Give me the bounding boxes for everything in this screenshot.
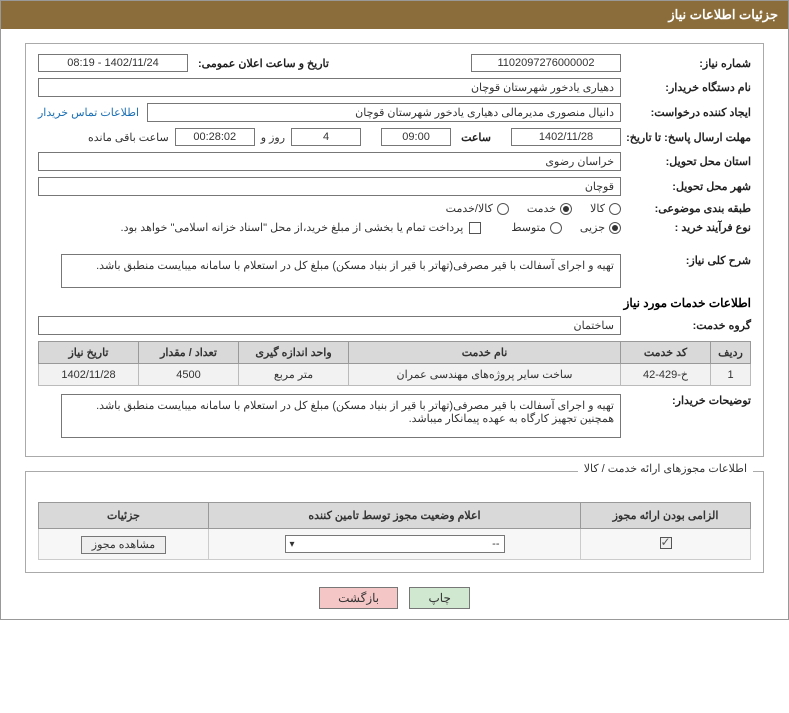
- radio-icon: [609, 222, 621, 234]
- process-label: نوع فرآیند خرید :: [621, 221, 751, 234]
- cell-status: -- ▾: [209, 529, 581, 560]
- th-status: اعلام وضعیت مجوز توسط تامین کننده: [209, 503, 581, 529]
- cell-qty: 4500: [139, 364, 239, 386]
- days-and-label: روز و: [261, 131, 285, 144]
- services-table: ردیف کد خدمت نام خدمت واحد اندازه گیری ت…: [38, 341, 751, 386]
- print-button[interactable]: چاپ: [409, 587, 469, 609]
- radio-service[interactable]: خدمت: [527, 202, 572, 215]
- deadline-date-field: 1402/11/28: [511, 128, 621, 146]
- buyer-org-label: نام دستگاه خریدار:: [621, 81, 751, 94]
- cell-row: 1: [711, 364, 751, 386]
- view-license-button[interactable]: مشاهده مجوز: [81, 536, 166, 554]
- page-header: جزئیات اطلاعات نیاز: [1, 1, 788, 29]
- days-remaining-field: 4: [291, 128, 361, 146]
- main-info-section: شماره نیاز: 1102097276000002 تاریخ و ساع…: [25, 43, 764, 457]
- th-row: ردیف: [711, 342, 751, 364]
- radio-goods-service[interactable]: کالا/خدمت: [446, 202, 509, 215]
- remaining-suffix-label: ساعت باقی مانده: [88, 131, 169, 144]
- time-label: ساعت: [457, 131, 491, 144]
- radio-medium[interactable]: متوسط: [511, 221, 562, 234]
- radio-icon: [497, 203, 509, 215]
- chevron-down-icon: ▾: [290, 539, 295, 550]
- th-name: نام خدمت: [349, 342, 621, 364]
- radio-icon: [560, 203, 572, 215]
- th-unit: واحد اندازه گیری: [239, 342, 349, 364]
- radio-goods-label: کالا: [590, 202, 605, 215]
- cell-name: ساخت سایر پروژه‌های مهندسی عمران: [349, 364, 621, 386]
- radio-service-label: خدمت: [527, 202, 556, 215]
- license-section-label: اطلاعات مجوزهای ارائه خدمت / کالا: [578, 462, 753, 475]
- deadline-time-field: 09:00: [381, 128, 451, 146]
- radio-partial-label: جزیی: [580, 221, 605, 234]
- process-radio-group: جزیی متوسط: [511, 221, 621, 234]
- status-select[interactable]: -- ▾: [285, 535, 505, 553]
- services-subtitle: اطلاعات خدمات مورد نیاز: [38, 296, 751, 310]
- city-field: قوچان: [38, 177, 621, 196]
- cell-code: خ-429-42: [621, 364, 711, 386]
- radio-icon: [609, 203, 621, 215]
- province-field: خراسان رضوی: [38, 152, 621, 171]
- contact-link[interactable]: اطلاعات تماس خریدار: [38, 106, 139, 119]
- license-section: اطلاعات مجوزهای ارائه خدمت / کالا الزامی…: [25, 471, 764, 573]
- need-number-label: شماره نیاز:: [621, 57, 751, 70]
- back-button[interactable]: بازگشت: [319, 587, 398, 609]
- group-field: ساختمان: [38, 316, 621, 335]
- treasury-checkbox[interactable]: [469, 222, 481, 234]
- radio-goods[interactable]: کالا: [590, 202, 621, 215]
- announce-label: تاریخ و ساعت اعلان عمومی:: [194, 57, 329, 70]
- buyer-notes-label: توضیحات خریدار:: [621, 394, 751, 407]
- license-table: الزامی بودن ارائه مجوز اعلام وضعیت مجوز …: [38, 502, 751, 560]
- radio-medium-label: متوسط: [511, 221, 546, 234]
- table-row: 1 خ-429-42 ساخت سایر پروژه‌های مهندسی عم…: [39, 364, 751, 386]
- group-label: گروه خدمت:: [621, 319, 751, 332]
- desc-textarea: تهیه و اجرای آسفالت با قیر مصرفی(تهاتر ب…: [61, 254, 621, 288]
- announce-field: 1402/11/24 - 08:19: [38, 54, 188, 72]
- requester-field: دانیال منصوری مدیرمالی دهیاری یادخور شهر…: [147, 103, 621, 122]
- need-number-field: 1102097276000002: [471, 54, 621, 72]
- radio-partial[interactable]: جزیی: [580, 221, 621, 234]
- province-label: استان محل تحویل:: [621, 155, 751, 168]
- buyer-notes-textarea: تهیه و اجرای آسفالت با قیر مصرفی(تهاتر ب…: [61, 394, 621, 438]
- deadline-label: مهلت ارسال پاسخ: تا تاریخ:: [621, 131, 751, 144]
- th-mandatory: الزامی بودن ارائه مجوز: [581, 503, 751, 529]
- th-code: کد خدمت: [621, 342, 711, 364]
- cell-date: 1402/11/28: [39, 364, 139, 386]
- th-date: تاریخ نیاز: [39, 342, 139, 364]
- th-qty: تعداد / مقدار: [139, 342, 239, 364]
- cell-details: مشاهده مجوز: [39, 529, 209, 560]
- requester-label: ایجاد کننده درخواست:: [621, 106, 751, 119]
- cell-unit: متر مربع: [239, 364, 349, 386]
- desc-label: شرح کلی نیاز:: [621, 254, 751, 267]
- select-value: --: [492, 538, 499, 550]
- radio-icon: [550, 222, 562, 234]
- city-label: شهر محل تحویل:: [621, 180, 751, 193]
- license-row: -- ▾ مشاهده مجوز: [39, 529, 751, 560]
- radio-goods-service-label: کالا/خدمت: [446, 202, 493, 215]
- treasury-note: پرداخت تمام یا بخشی از مبلغ خرید،از محل …: [121, 221, 464, 234]
- cell-mandatory: [581, 529, 751, 560]
- mandatory-checkbox: [660, 537, 672, 549]
- buyer-org-field: دهیاری یادخور شهرستان قوچان: [38, 78, 621, 97]
- category-radio-group: کالا خدمت کالا/خدمت: [446, 202, 621, 215]
- th-details: جزئیات: [39, 503, 209, 529]
- category-label: طبقه بندی موضوعی:: [621, 202, 751, 215]
- footer-buttons: چاپ بازگشت: [1, 581, 788, 619]
- time-remaining-field: 00:28:02: [175, 128, 255, 146]
